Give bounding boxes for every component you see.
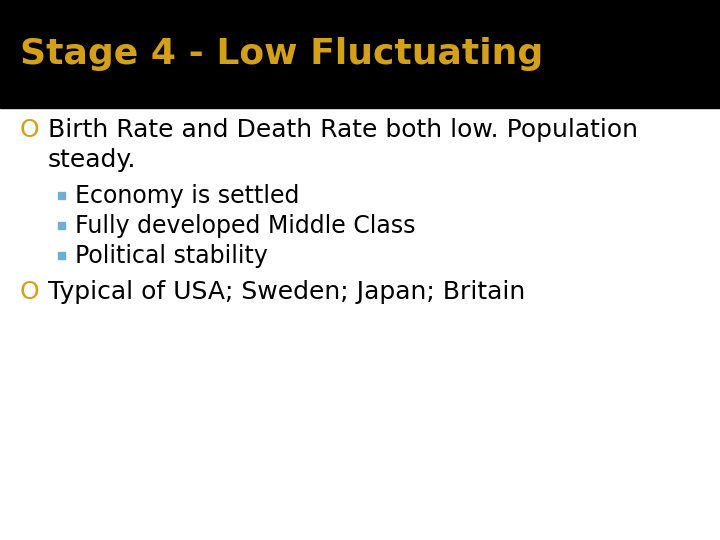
Text: steady.: steady. [48, 148, 137, 172]
Text: Fully developed Middle Class: Fully developed Middle Class [75, 214, 415, 238]
Text: O: O [20, 118, 40, 142]
Text: Stage 4 - Low Fluctuating: Stage 4 - Low Fluctuating [20, 37, 544, 71]
Text: O: O [20, 280, 40, 304]
Bar [58, 222, 65, 229]
Text: Birth Rate and Death Rate both low. Population: Birth Rate and Death Rate both low. Popu… [48, 118, 638, 142]
Text: Typical of USA; Sweden; Japan; Britain: Typical of USA; Sweden; Japan; Britain [48, 280, 526, 304]
Bar [58, 192, 65, 199]
Bar [0, 0, 720, 108]
Text: Political stability: Political stability [75, 244, 268, 268]
Text: Economy is settled: Economy is settled [75, 184, 300, 208]
Bar [58, 252, 65, 259]
